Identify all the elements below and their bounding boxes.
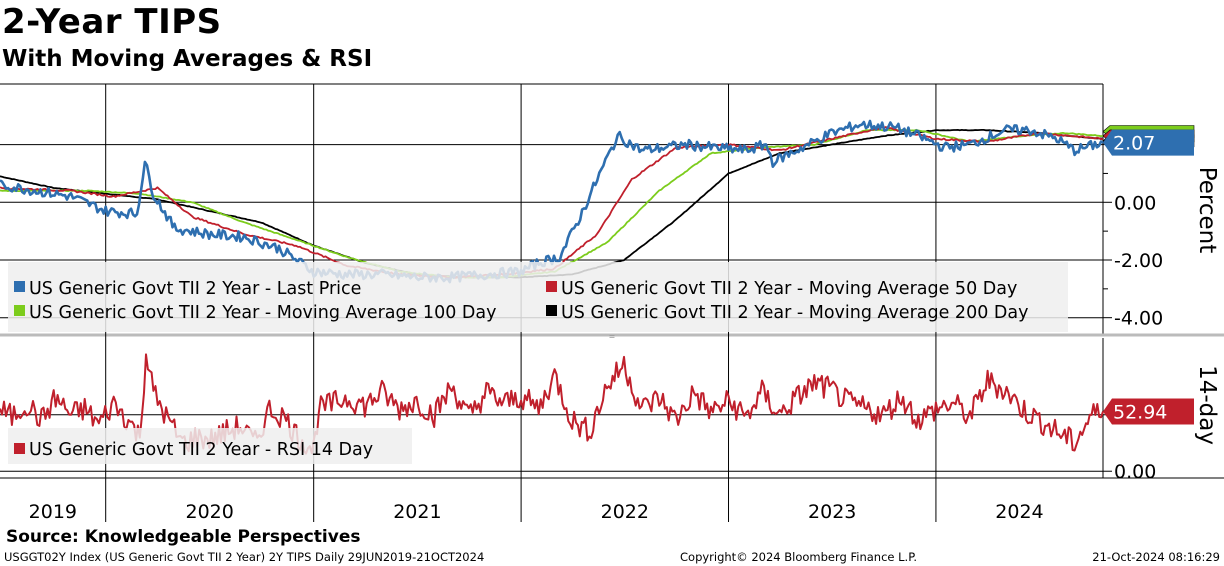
footer-timestamp: 21-Oct-2024 08:16:29	[1092, 550, 1220, 564]
x-tick-label-2022: 2022	[601, 501, 649, 523]
x-tick-label-2024: 2024	[995, 501, 1043, 523]
bottom-y-tick-label: 0.00	[1114, 461, 1156, 483]
top-y-tick-label: 0.00	[1114, 192, 1156, 214]
top-legend: US Generic Govt TII 2 Year - Last Price U…	[8, 262, 1068, 332]
top-y-tick-label: -2.00	[1114, 250, 1163, 272]
last-price-tag	[1103, 129, 1194, 156]
rsi-value-tag	[1103, 398, 1194, 425]
legend-label-3: US Generic Govt TII 2 Year - Moving Aver…	[561, 303, 1028, 323]
legend-label-1: US Generic Govt TII 2 Year - Moving Aver…	[561, 279, 1017, 299]
footer-copyright: Copyright© 2024 Bloomberg Finance L.P.	[680, 550, 917, 564]
legend-swatch-2	[14, 305, 25, 316]
legend-swatch-1	[546, 281, 557, 292]
bottom-legend-box	[8, 428, 412, 464]
panel-divider-handle: =	[609, 332, 616, 341]
legend-swatch-rsi	[14, 443, 25, 454]
bottom-legend: US Generic Govt TII 2 Year - RSI 14 Day	[8, 428, 412, 464]
top-legend-box	[8, 262, 1068, 332]
series-line-2	[0, 128, 1104, 279]
chart-svg: = 0.00 -2.00 -4.00 Percent 0.00 14-day 2019 2020…	[0, 83, 1224, 523]
rsi-value-tag-label: 52.94	[1113, 401, 1167, 423]
legend-label-2: US Generic Govt TII 2 Year - Moving Aver…	[29, 303, 496, 323]
legend-label-rsi: US Generic Govt TII 2 Year - RSI 14 Day	[29, 440, 373, 460]
x-tick-label-2023: 2023	[808, 501, 856, 523]
legend-label-0: US Generic Govt TII 2 Year - Last Price	[29, 279, 361, 299]
bottom-y-axis-label: 14-day	[1194, 365, 1220, 445]
top-y-axis-label: Percent	[1194, 167, 1220, 254]
chart-title: 2-Year TIPS	[2, 2, 222, 42]
series-line-3	[0, 128, 1104, 279]
x-tick-label-2020: 2020	[186, 501, 234, 523]
x-tick-label-2019: 2019	[29, 501, 77, 523]
last-price-tag-label: 2.07	[1113, 133, 1155, 155]
footer-ticker-info: USGGT02Y Index (US Generic Govt TII 2 Ye…	[4, 550, 485, 564]
source-note: Source: Knowledgeable Perspectives	[6, 527, 361, 547]
legend-swatch-3	[546, 305, 557, 316]
top-y-tick-label: -4.00	[1114, 308, 1163, 330]
x-tick-label-2021: 2021	[393, 501, 441, 523]
chart-subtitle: With Moving Averages & RSI	[2, 46, 373, 72]
legend-swatch-0	[14, 281, 25, 292]
